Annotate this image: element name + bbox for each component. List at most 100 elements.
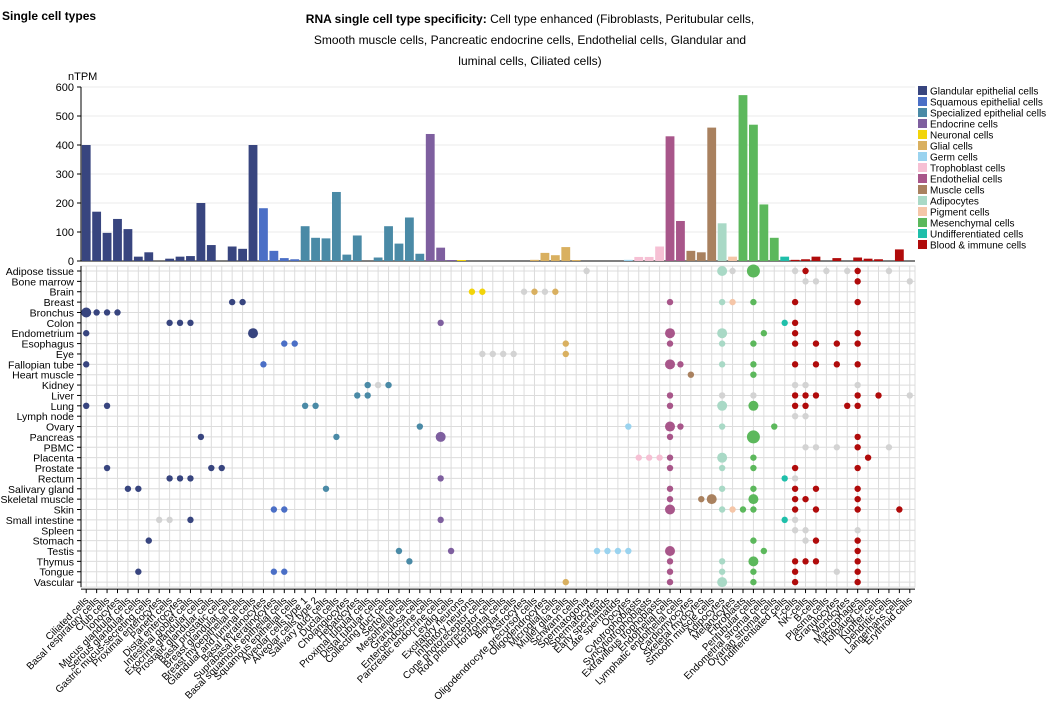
tissue-label-kidney: Kidney xyxy=(42,380,75,392)
dot-ovary-oocytes xyxy=(625,423,632,430)
dot-tongue-adipocytes xyxy=(718,568,726,575)
dot-skin-endothelial-cells xyxy=(665,504,676,515)
dot-testis-sertoli-cells xyxy=(395,547,403,555)
dot-vascular-endothelial-cells xyxy=(666,578,674,586)
dot-ovary-adipocytes xyxy=(718,423,726,430)
dot-lung-ciliated-cells xyxy=(83,402,90,410)
tissue-label-small-intestine: Small intestine xyxy=(6,515,74,527)
dot-salivary-gland-adipocytes xyxy=(718,485,726,492)
dot-kidney-t-cells xyxy=(791,381,799,389)
dot-breast-adipocytes xyxy=(718,298,726,306)
bar-ionocytes xyxy=(113,218,122,261)
dot-spleen-t-cells xyxy=(791,527,799,534)
dot-endometrium-adipocytes xyxy=(717,328,728,339)
bar-langerhans-cells xyxy=(894,249,904,261)
bar-leydig-cells xyxy=(446,260,456,261)
dot-bone-marrow-b-cells xyxy=(812,278,820,285)
bar-collecting-duct-cells xyxy=(384,226,393,261)
legend-swatch xyxy=(918,163,927,172)
dot-salivary-gland-mucus-glandular-cells xyxy=(124,485,132,492)
dot-endometrium-endometrial-stromal-cells xyxy=(760,330,768,337)
dot-lung-macrophages xyxy=(854,402,861,410)
dot-breast-endothelial-cells xyxy=(666,298,674,306)
tissue-label-pbmc: PBMC xyxy=(44,442,75,454)
dot-lung-peritubular-cells xyxy=(748,400,759,411)
dot-pbmc-nk-cells xyxy=(802,444,809,451)
dot-stomach-nk-cells xyxy=(802,537,809,544)
tissue-label-skin: Skin xyxy=(54,505,75,517)
bar-endothelial-cells xyxy=(665,136,675,261)
dot-fallopian-tube-adipocytes xyxy=(718,361,726,368)
dot-vascular-muller-glia-cells xyxy=(562,578,569,586)
bar-oligodendrocytes xyxy=(540,252,550,261)
dot-liver-hepatocytes xyxy=(354,392,361,399)
dot-rectum-intestinal-goblet-cells xyxy=(187,475,194,482)
dot-skeletal-muscle-t-cells xyxy=(791,495,799,503)
dot-vascular-t-cells xyxy=(791,578,799,586)
dot-spleen-nk-cells xyxy=(802,527,809,534)
dot-ovary-ovarian-stromal-cells xyxy=(771,423,778,430)
dot-brain-oligodendrocyte-precursor-cells xyxy=(531,288,538,295)
bar-prostatic-glandular-cells xyxy=(206,245,216,261)
bar-adipocytes xyxy=(717,223,727,261)
legend-label-germ-cells: Germ cells xyxy=(930,153,978,164)
dot-adipose-tissue-peritubular-cells xyxy=(746,264,760,278)
legend-swatch xyxy=(918,240,927,249)
dot-tongue-basal-squamous-epithelial-cells xyxy=(281,568,288,575)
dot-esophagus-squamous-epithelial-cells xyxy=(291,340,298,347)
bar-serous-glandular-cells xyxy=(133,256,143,261)
dot-lung-club-cells xyxy=(103,402,111,410)
dot-stomach-gastric-mucus-secreting-cells xyxy=(145,537,152,544)
dot-adipose-tissue-spermatogonia xyxy=(583,267,590,275)
tissue-label-fallopian-tube: Fallopian tube xyxy=(8,359,74,371)
bar-endometrial-stromal-cells xyxy=(759,204,769,261)
dot-esophagus-t-cells xyxy=(791,340,799,347)
dot-small-intestine-paneth-cells xyxy=(166,516,173,524)
y-tick-label: 300 xyxy=(56,169,74,181)
dot-placenta-extravillous-trophoblasts xyxy=(656,454,663,461)
bar-exocrine-glandular-cells xyxy=(196,203,206,261)
tissue-label-endometrium: Endometrium xyxy=(12,328,75,340)
bar-series xyxy=(81,95,904,262)
bar-club-cells xyxy=(102,232,112,261)
dot-vascular-macrophages xyxy=(854,578,861,586)
dot-bronchus-club-cells xyxy=(103,309,111,316)
bar-mucus-glandular-cells xyxy=(123,229,133,261)
dot-pbmc-b-cells xyxy=(812,444,820,451)
bar-granulocytes xyxy=(832,258,842,261)
dot-thymus-endothelial-cells xyxy=(666,558,674,565)
dot-salivary-gland-peritubular-cells xyxy=(750,485,757,492)
dot-lung-t-cells xyxy=(791,402,799,410)
bar-distal-tubular-cells xyxy=(373,257,383,261)
bar-paneth-cells xyxy=(165,258,175,261)
dot-thymus-nk-cells xyxy=(802,558,809,565)
dot-lymph-node-t-cells xyxy=(791,412,799,420)
dot-skeletal-muscle-endothelial-cells xyxy=(666,495,674,503)
dot-bronchus-ionocytes xyxy=(114,309,121,316)
dot-salivary-gland-salivary-duct-cells xyxy=(322,485,330,492)
dot-skeletal-muscle-peritubular-cells xyxy=(748,494,759,505)
dot-tongue-endothelial-cells xyxy=(666,568,674,575)
dot-thymus-t-cells xyxy=(791,558,799,565)
dot-rectum-paneth-cells xyxy=(166,475,173,482)
dot-small-intestine-pancreatic-endocrine-cells xyxy=(437,516,444,524)
dot-pbmc-granulocytes xyxy=(833,444,841,451)
bar-fibroblasts xyxy=(738,95,748,262)
dot-bone-marrow-erythroid-cells xyxy=(906,278,913,285)
dot-esophagus-muller-glia-cells xyxy=(562,340,569,347)
dot-liver-proximal-tubular-cells xyxy=(364,392,371,399)
dot-lung-alveolar-cells-type-2 xyxy=(312,402,319,410)
dot-salivary-gland-b-cells xyxy=(812,485,820,492)
dot-vascular-adipocytes xyxy=(717,577,728,588)
dot-bone-marrow-macrophages xyxy=(854,278,861,285)
dot-skeletal-muscle-nk-cells xyxy=(802,495,809,503)
legend-swatch xyxy=(918,108,927,117)
tissue-label-stomach: Stomach xyxy=(33,536,75,548)
dot-breast-peritubular-cells xyxy=(750,298,757,306)
bar-basal-squamous-epithelial-cells xyxy=(279,258,289,261)
dot-testis-leydig-cells xyxy=(447,547,455,555)
dot-colon-paneth-cells xyxy=(166,319,173,327)
dot-endometrium-glandular-and-luminal-cells xyxy=(248,328,259,339)
dot-colon-undifferentiated-cells xyxy=(781,319,788,327)
legend-swatch xyxy=(918,119,927,128)
